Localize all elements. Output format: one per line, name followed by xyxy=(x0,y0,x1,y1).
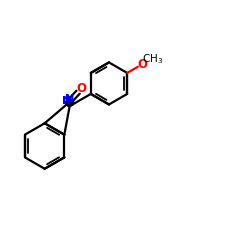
Text: N: N xyxy=(62,96,71,106)
Text: CH$_3$: CH$_3$ xyxy=(142,52,164,66)
Text: O: O xyxy=(76,82,86,96)
Text: N: N xyxy=(65,94,74,104)
Text: O: O xyxy=(138,58,147,70)
